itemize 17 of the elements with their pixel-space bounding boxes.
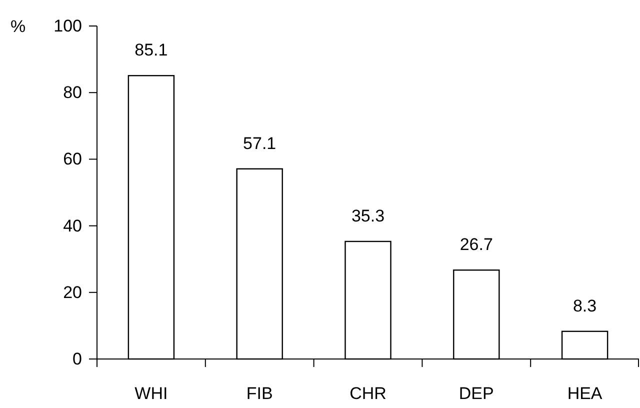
data-label: 26.7 [460,235,493,254]
data-label: 57.1 [243,134,276,153]
y-tick-label: 40 [63,216,82,236]
x-tick-label: HEA [567,384,603,403]
x-tick-label: FIB [246,384,273,403]
x-tick-label: CHR [350,384,386,403]
data-label: 35.3 [351,206,385,226]
x-tick-label: DEP [458,384,494,403]
data-label: 8.3 [572,296,597,316]
data-label: 85.1 [134,40,168,60]
y-tick-label: 0 [72,349,82,368]
y-axis-title: % [10,17,26,36]
y-tick-label: 100 [54,16,82,36]
y-tick-label: 20 [63,282,82,302]
y-tick-label: 80 [63,83,82,102]
y-tick-label: 60 [63,150,82,169]
x-tick-label: WHI [134,384,168,403]
